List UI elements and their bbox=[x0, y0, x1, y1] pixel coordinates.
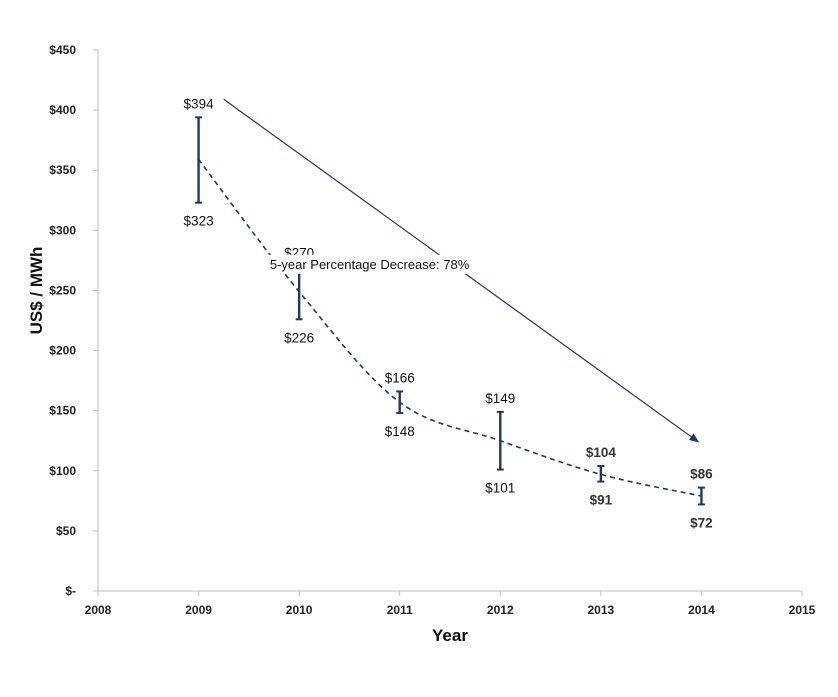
x-tick-label: 2009 bbox=[185, 603, 212, 617]
axes bbox=[93, 49, 803, 596]
y-tick-label: $100 bbox=[49, 464, 76, 478]
y-tick-label: $50 bbox=[56, 524, 76, 538]
y-tick-label: $350 bbox=[49, 163, 76, 177]
x-tick-label: 2008 bbox=[85, 603, 112, 617]
data-label-high: $394 bbox=[184, 96, 215, 111]
tick-labels: $- $50 $100 $150 $200 $250 $300 $350 $400 $450 200… bbox=[49, 43, 815, 617]
series-layer bbox=[195, 116, 705, 506]
data-label-high: $86 bbox=[690, 467, 713, 482]
data-label-low: $323 bbox=[184, 214, 214, 229]
data-label-low: $101 bbox=[485, 481, 515, 496]
series-line bbox=[197, 158, 702, 497]
y-tick-label: $450 bbox=[49, 43, 76, 57]
x-tick-label: 2015 bbox=[789, 603, 816, 617]
y-axis-title: US$ / MWh bbox=[27, 247, 46, 335]
annotation-text-background bbox=[264, 254, 475, 274]
data-label-low: $91 bbox=[590, 493, 613, 508]
data-label-low: $72 bbox=[690, 515, 713, 530]
data-label-high: $149 bbox=[485, 391, 515, 406]
x-tick-label: 2013 bbox=[588, 603, 615, 617]
x-tick-label: 2014 bbox=[688, 603, 715, 617]
data-label-low: $148 bbox=[385, 424, 415, 439]
data-labels: $394$323$270$226$166$148$149$101$104$91$… bbox=[184, 96, 714, 530]
y-tick-label: $200 bbox=[49, 344, 76, 358]
annotation: 5-year Percentage Decrease: 78% bbox=[223, 98, 700, 443]
x-tick-label: 2012 bbox=[487, 603, 514, 617]
annotation-text: 5-year Percentage Decrease: 78% bbox=[270, 257, 470, 272]
y-tick-label: $150 bbox=[49, 404, 76, 418]
y-tick-label: $250 bbox=[49, 283, 76, 297]
y-tick-label: $- bbox=[65, 584, 76, 598]
data-label-low: $226 bbox=[284, 330, 314, 345]
x-axis-title: Year bbox=[432, 626, 468, 645]
y-tick-label: $300 bbox=[49, 223, 76, 237]
x-tick-label: 2011 bbox=[387, 603, 413, 617]
y-tick-label: $400 bbox=[49, 103, 76, 117]
x-tick-label: 2010 bbox=[286, 603, 313, 617]
data-label-high: $166 bbox=[385, 370, 415, 385]
data-label-high: $104 bbox=[586, 445, 617, 460]
